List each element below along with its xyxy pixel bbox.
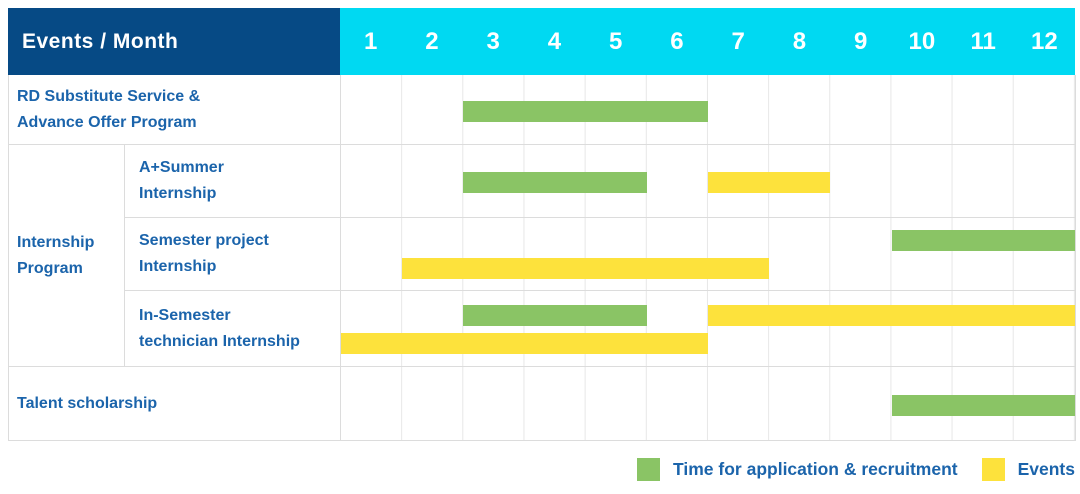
legend-swatch-recruitment — [637, 458, 661, 481]
table-body: RD Substitute Service & Advance Offer Pr… — [8, 75, 1076, 441]
row-label-line: RD Substitute Service & — [17, 87, 201, 105]
row-label-in-semester-technician: In-Semester technician Internship — [125, 291, 341, 367]
recruitment-bar — [891, 394, 1075, 416]
group-label-internship-program: Internship Program — [9, 145, 125, 367]
header-row: Events / Month 1 2 3 4 5 6 7 8 9 10 11 12 — [8, 8, 1075, 75]
gantt-row-chart — [341, 218, 1076, 291]
row-label-line: Semester project — [139, 232, 269, 249]
row-label-line: A+Summer — [139, 159, 224, 176]
legend-swatch-events — [981, 458, 1005, 481]
row-label-rd-substitute: RD Substitute Service & Advance Offer Pr… — [9, 75, 341, 145]
legend-label: Time for application & recruitment — [673, 459, 958, 479]
recruitment-bar — [891, 230, 1075, 251]
gantt-row-chart — [341, 291, 1076, 367]
recruitment-bar — [463, 304, 647, 326]
legend-item-recruitment: Time for application & recruitment — [637, 458, 958, 481]
events-bar — [708, 172, 831, 193]
month-label: 12 — [1031, 27, 1058, 55]
month-label: 9 — [853, 27, 868, 55]
month-label: 1 — [363, 27, 378, 55]
row-label-line: Advance Offer Program — [17, 113, 197, 131]
month-label: 10 — [908, 27, 936, 55]
month-label: 2 — [425, 27, 439, 55]
gantt-row-chart — [341, 145, 1076, 218]
recruitment-bar — [463, 172, 647, 193]
row-label-semester-project: Semester project Internship — [125, 218, 341, 291]
group-label-line: Internship — [17, 233, 95, 251]
month-label: 3 — [486, 27, 500, 55]
gantt-row-chart — [341, 367, 1076, 441]
row-label-a-plus-summer: A+Summer Internship — [125, 145, 341, 218]
legend: Time for application & recruitment Events — [637, 458, 1075, 481]
month-label: 11 — [970, 27, 996, 55]
recruitment-bar — [463, 100, 708, 122]
month-label: 5 — [608, 27, 623, 55]
events-bar — [402, 258, 770, 279]
row-label-line: In-Semester — [139, 306, 231, 324]
month-label: 4 — [547, 27, 562, 55]
month-label: 6 — [670, 27, 684, 55]
row-label-line: Internship — [139, 258, 217, 275]
month-label: 7 — [731, 27, 745, 55]
events-bar — [341, 332, 708, 354]
month-label: 8 — [792, 27, 807, 55]
events-month-table: Events / Month 1 2 3 4 5 6 7 8 9 10 11 12 RD Substi… — [8, 8, 1076, 441]
month-header-row: 1 2 3 4 5 6 7 8 9 10 11 12 — [340, 8, 1075, 75]
legend-item-events: Events — [981, 458, 1075, 481]
row-label-line: Talent scholarship — [17, 394, 158, 412]
table-title: Events / Month — [8, 8, 340, 75]
events-bar — [708, 304, 1075, 326]
row-label-line: technician Internship — [139, 332, 300, 350]
legend-label: Events — [1017, 459, 1075, 479]
gantt-row-chart — [341, 75, 1076, 145]
group-label-line: Program — [17, 259, 83, 277]
row-label-talent-scholarship: Talent scholarship — [9, 367, 341, 441]
row-label-line: Internship — [139, 185, 217, 202]
